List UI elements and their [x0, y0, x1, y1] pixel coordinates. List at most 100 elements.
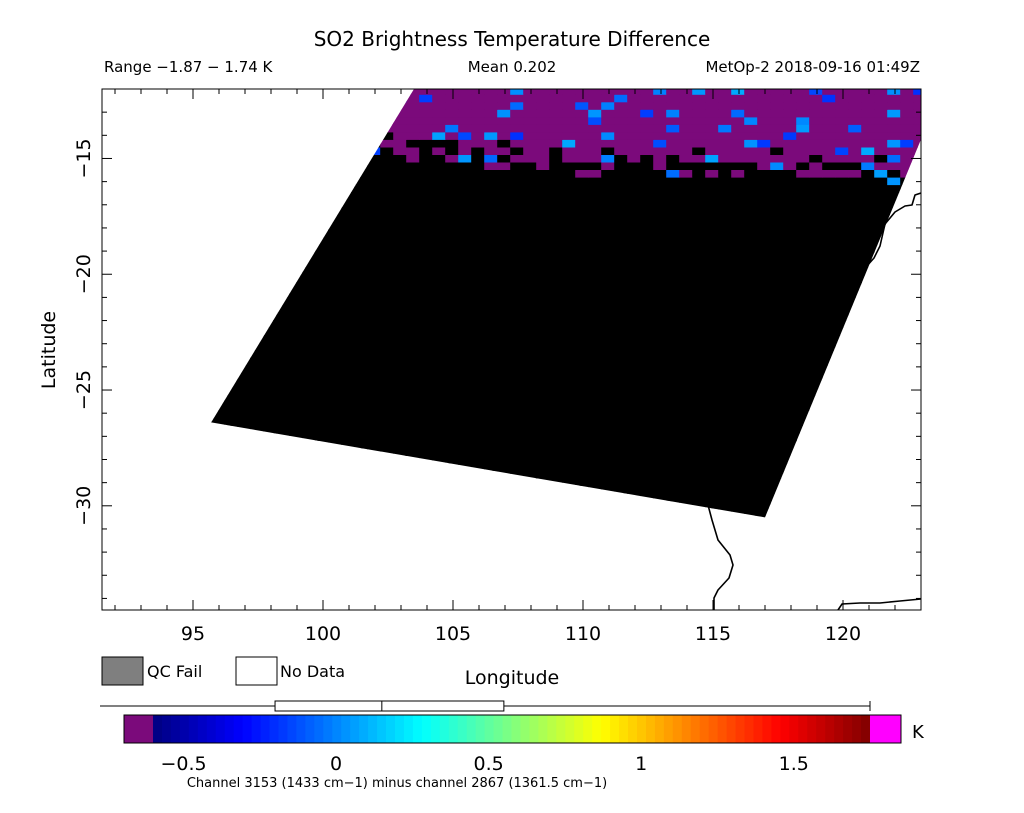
swath-cell [263, 440, 277, 449]
swath-cell [887, 531, 901, 539]
swath-cell [809, 523, 823, 531]
swath-cell [250, 184, 264, 193]
swath-cell [471, 447, 485, 456]
swath-cell [471, 365, 485, 374]
swath-cell [224, 177, 238, 186]
swath-cell [185, 388, 199, 396]
swath-cell [289, 508, 303, 517]
swath-cell [770, 207, 784, 216]
swath-cell [510, 417, 524, 426]
swath-cell [718, 116, 732, 125]
swath-cell [705, 455, 719, 464]
swath-cell [445, 252, 459, 261]
swath-cell [874, 365, 888, 374]
swath-cell [289, 304, 303, 313]
swath-cell [913, 357, 921, 366]
swath-cell [237, 124, 251, 133]
swath-cell [614, 387, 628, 396]
swath-cell [731, 478, 745, 487]
swath-cell [796, 342, 810, 351]
swath-cell [952, 440, 966, 448]
swath-cell [263, 372, 277, 381]
swath-cell [458, 380, 472, 389]
swath-cell [315, 192, 329, 201]
swath-cell [809, 335, 823, 344]
swath-cell [939, 252, 953, 260]
swath-cell [939, 448, 953, 456]
swath-cell [562, 282, 576, 291]
swath-cell [328, 222, 342, 231]
swath-cell [419, 463, 433, 472]
swath-cell [276, 410, 290, 419]
swath-cell [211, 493, 225, 502]
swath-cell [835, 342, 849, 351]
swath-cell [744, 327, 758, 336]
swath-cell [822, 402, 836, 411]
swath-cell [640, 139, 654, 148]
swath-cell [705, 523, 719, 531]
swath-cell [627, 493, 641, 502]
swath-cell [341, 470, 355, 479]
swath-cell [679, 350, 693, 359]
swath-cell [185, 395, 199, 403]
swath-cell [185, 245, 199, 253]
swath-cell [718, 463, 732, 472]
swath-cell [965, 154, 979, 162]
swath-cell [952, 290, 966, 298]
swath-cell [562, 252, 576, 261]
swath-cell [666, 357, 680, 366]
swath-cell [328, 199, 342, 208]
swath-cell [315, 357, 329, 366]
swath-cell [588, 274, 602, 283]
swath-cell [770, 410, 784, 419]
swath-cell [549, 154, 563, 163]
swath-cell [263, 508, 277, 517]
swath-cell [536, 417, 550, 426]
swath-cell [861, 463, 875, 472]
swath-cell [835, 304, 849, 313]
swath-cell [289, 139, 303, 148]
swath-cell [211, 161, 212, 170]
swath-cell [679, 425, 693, 434]
swath-cell [939, 200, 953, 208]
swath-cell [718, 493, 732, 502]
swath-cell [926, 433, 940, 441]
swath-cell [822, 425, 836, 434]
swath-cell [692, 109, 706, 118]
swath-cell [744, 274, 758, 283]
swath-cell [445, 274, 459, 283]
swath-cell [588, 124, 602, 133]
swath-cell [471, 485, 485, 494]
swath-cell [315, 207, 329, 216]
swath-cell [783, 440, 797, 449]
swath-cell [835, 192, 849, 201]
value-distribution-boxplot [100, 700, 871, 712]
swath-cell [822, 478, 836, 487]
swath-cell [224, 478, 238, 487]
swath-cell [445, 177, 459, 186]
swath-cell [432, 417, 446, 426]
swath-cell [276, 387, 290, 396]
swath-cell [627, 244, 641, 253]
swath-cell [653, 222, 667, 231]
swath-cell [900, 109, 914, 118]
swath-cell [367, 350, 381, 359]
swath-cell [926, 440, 940, 448]
swath-cell [276, 282, 290, 291]
swath-cell [887, 297, 901, 306]
swath-cell [718, 199, 732, 208]
swath-cell [432, 478, 446, 487]
swath-cell [744, 508, 758, 517]
swath-cell [302, 304, 316, 313]
swath-cell [874, 94, 888, 103]
swath-cell [484, 184, 498, 193]
swath-cell [445, 139, 459, 148]
swath-cell [263, 89, 277, 95]
swath-cell [913, 395, 921, 404]
swath-cell [822, 237, 836, 246]
swath-cell [770, 463, 784, 472]
swath-cell [237, 146, 251, 155]
swath-cell [250, 94, 264, 103]
swath-cell [861, 440, 875, 449]
swath-cell [861, 478, 875, 487]
